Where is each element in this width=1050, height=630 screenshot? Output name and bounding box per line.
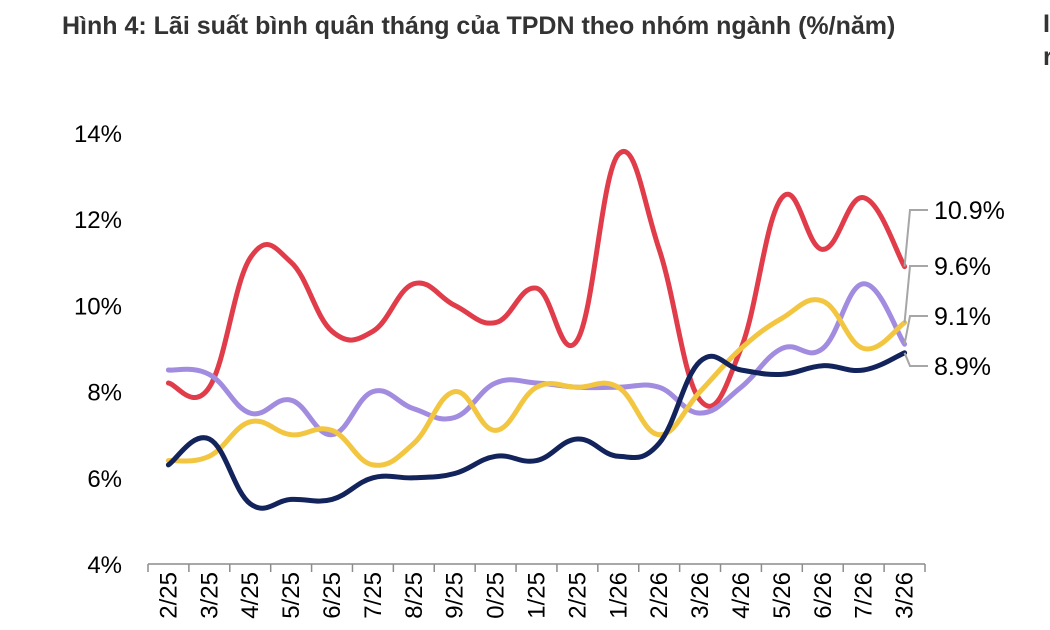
- clipped-adjacent-subtitle: r: [1043, 43, 1050, 71]
- end-label-leader: [903, 352, 928, 367]
- series-line-3: [165, 350, 908, 511]
- clipped-adjacent-title: I: [1043, 10, 1050, 38]
- y-tick-label: 4%: [87, 552, 122, 579]
- end-label: 9.6%: [934, 253, 991, 281]
- y-tick-label: 6%: [87, 466, 122, 493]
- end-labels: 10.9% 9.6% 9.1% 8.9%: [934, 197, 1005, 381]
- x-tick-label: 2/25: [564, 572, 591, 619]
- x-tick-label: 7/26: [851, 572, 878, 619]
- x-tick-label: 6/25: [319, 572, 346, 619]
- y-axis: 4% 6% 8% 10% 12% 14%: [74, 121, 122, 579]
- x-tick-label: 4/25: [237, 572, 264, 619]
- end-label: 10.9%: [934, 197, 1005, 225]
- series-line-0: [165, 149, 908, 409]
- leader-lines: [903, 208, 928, 367]
- x-tick-label: 0/25: [483, 572, 510, 619]
- chart-title: Hình 4: Lãi suất bình quân tháng của TPD…: [62, 12, 896, 40]
- y-tick-label: 14%: [74, 121, 122, 148]
- y-tick-label: 10%: [74, 293, 122, 320]
- x-tick-label: 5/26: [769, 572, 796, 619]
- x-tick-label: 5/25: [278, 572, 305, 619]
- x-tick-label: 8/25: [401, 572, 428, 619]
- x-tick-label: 3/26: [892, 572, 919, 619]
- end-label-leader: [903, 208, 928, 267]
- end-label-leader: [903, 265, 928, 323]
- x-tick-label: 4/26: [728, 572, 755, 619]
- x-tick-label: 3/25: [196, 572, 223, 619]
- x-axis: 2/25 3/25 4/25 5/25 6/25 7/25 8/25 9/25 0/25 1/25…: [147, 563, 926, 619]
- x-tick-label: 1/25: [524, 572, 551, 619]
- series-group: [165, 149, 908, 511]
- y-tick-label: 12%: [74, 207, 122, 234]
- end-label: 9.1%: [934, 303, 991, 331]
- x-tick-label: 1/26: [605, 572, 632, 619]
- x-tick-label: 9/25: [442, 572, 469, 619]
- end-label-leader: [903, 315, 928, 345]
- series-line-2: [165, 297, 908, 468]
- x-tick-label: 7/25: [360, 572, 387, 619]
- x-tick-label: 2/26: [646, 572, 673, 619]
- x-tick-label: 6/26: [810, 572, 837, 619]
- x-tick-label: 3/26: [687, 572, 714, 619]
- x-tick-label: 2/25: [155, 572, 182, 619]
- y-tick-label: 8%: [87, 380, 122, 407]
- series-line-1: [165, 281, 908, 438]
- end-label: 8.9%: [934, 353, 991, 381]
